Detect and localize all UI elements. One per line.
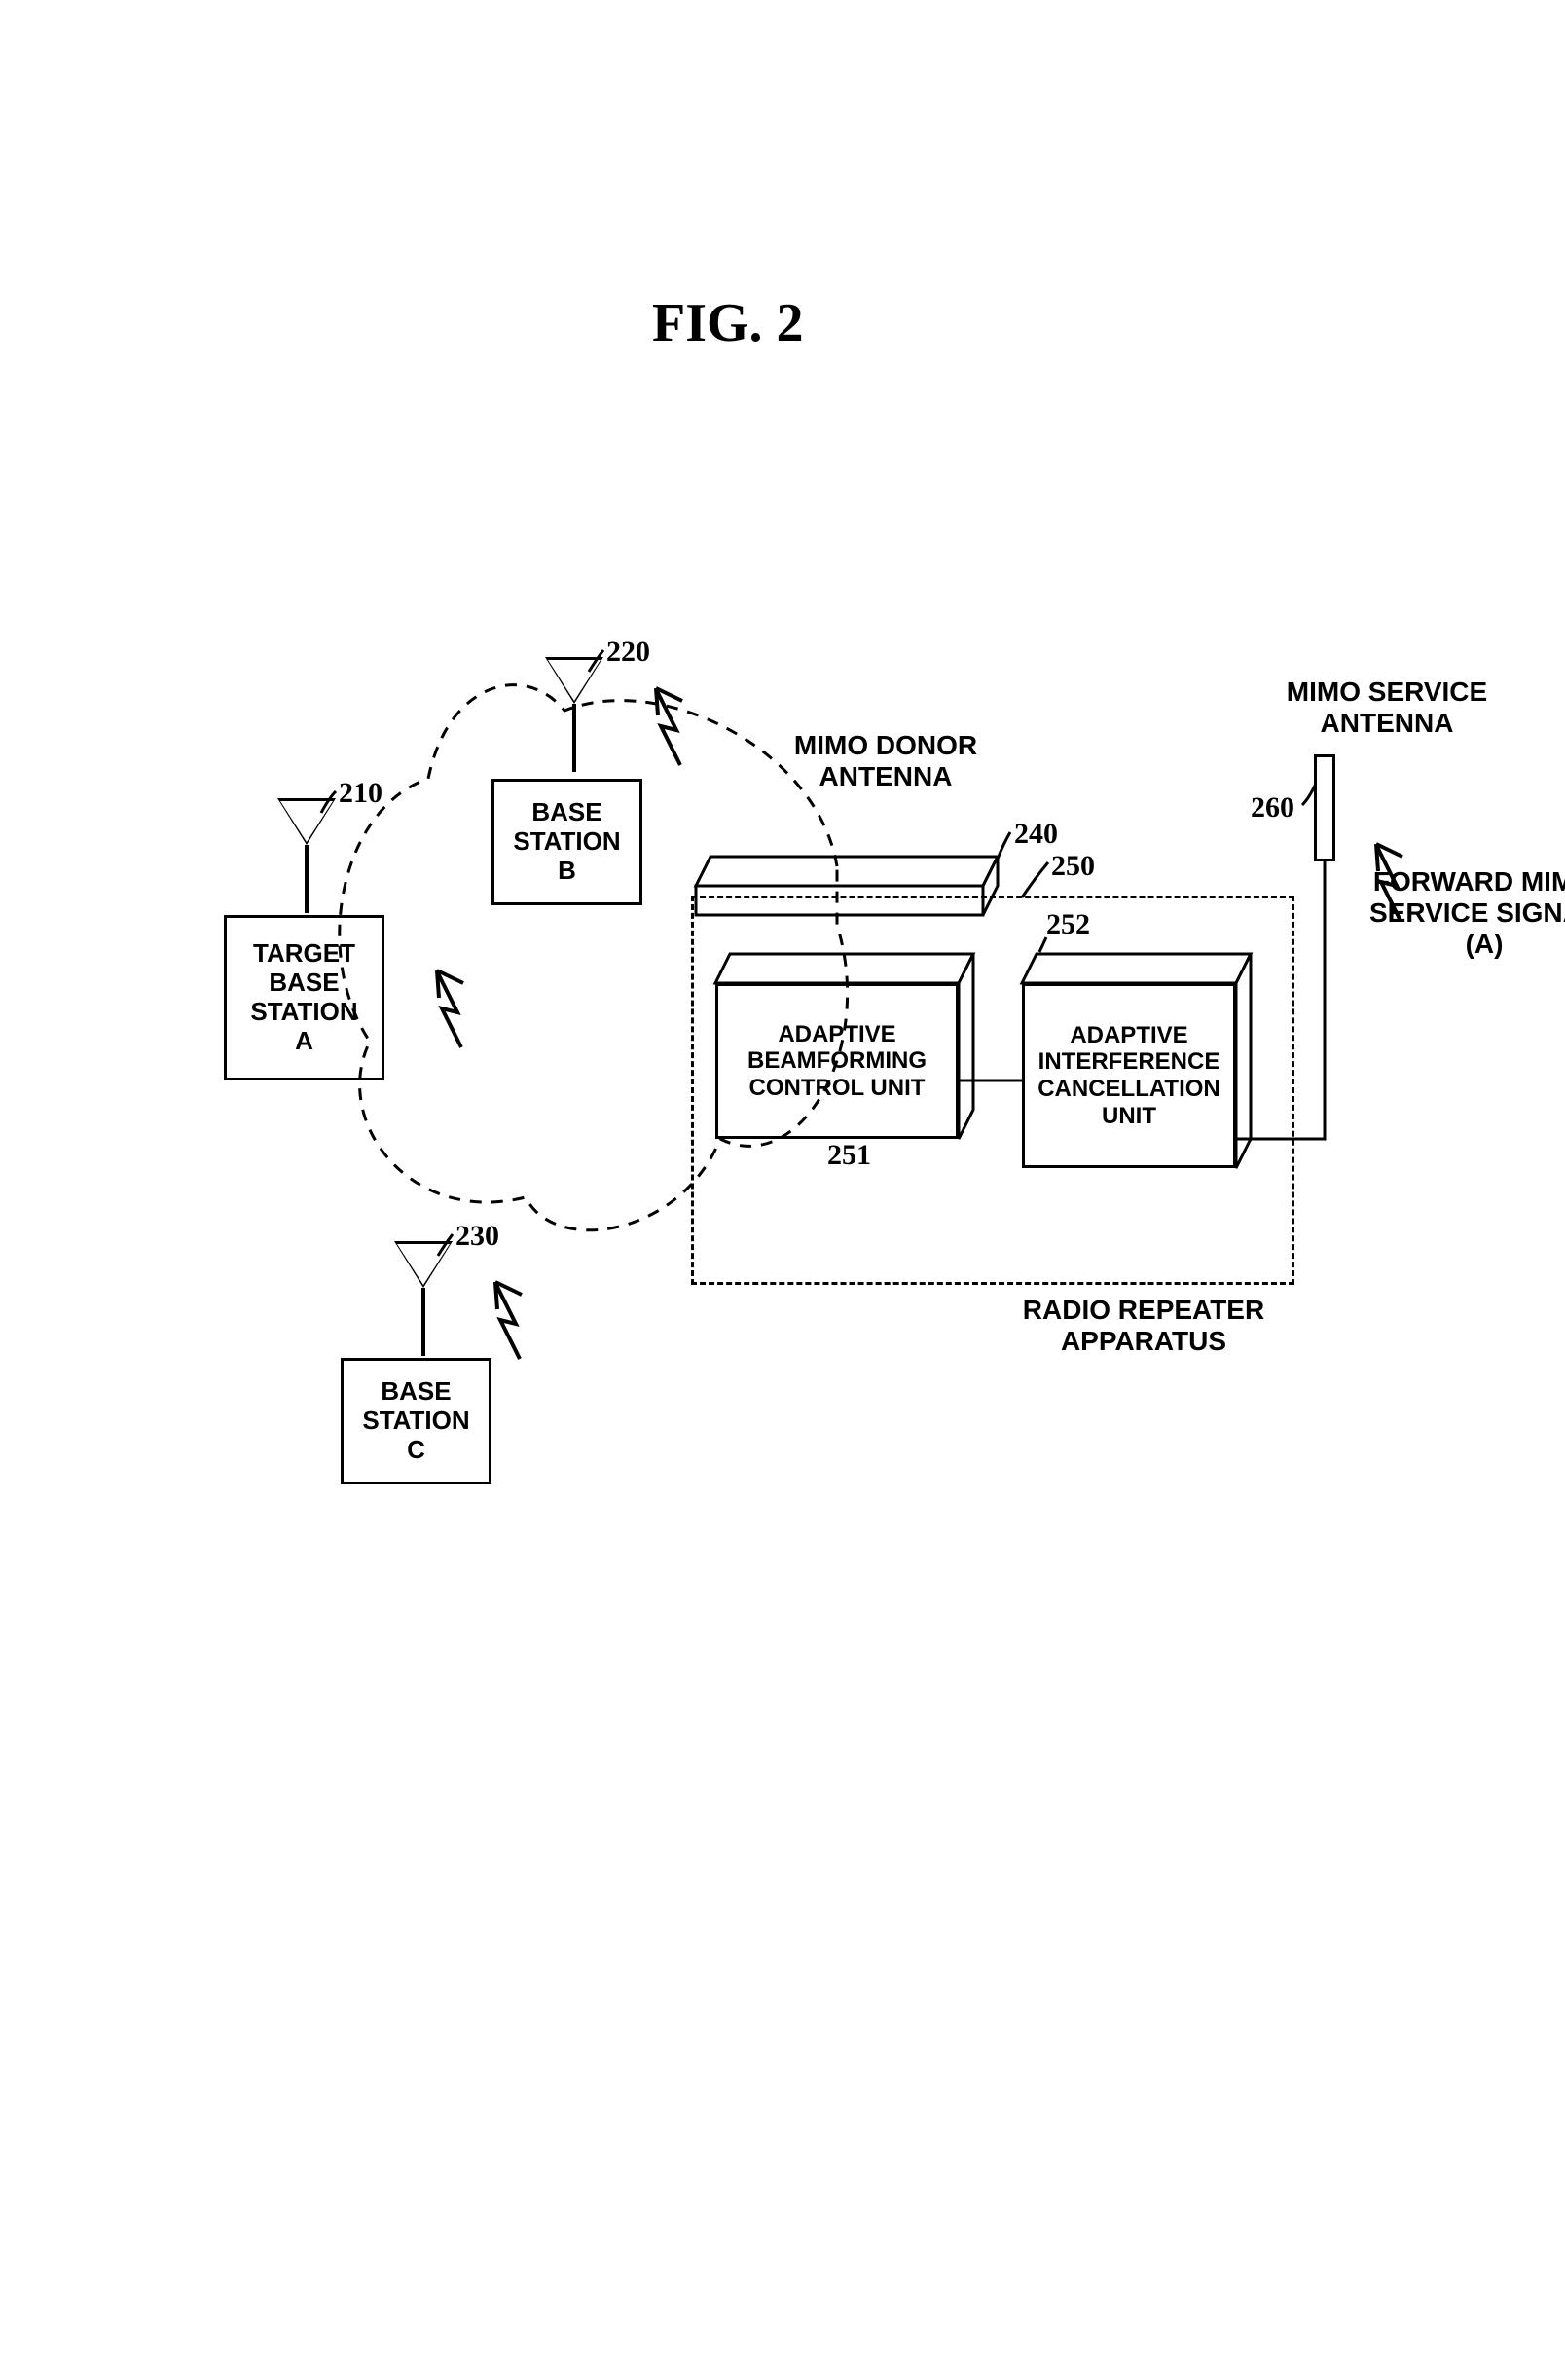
figure-title: FIG. 2 bbox=[652, 292, 804, 354]
block-line: INTERFERENCE bbox=[1038, 1048, 1220, 1076]
block-line: BEAMFORMING bbox=[747, 1047, 927, 1075]
block-bs-c: BASE STATION C bbox=[341, 1358, 491, 1484]
block-aic: ADAPTIVE INTERFERENCE CANCELLATION UNIT bbox=[1022, 983, 1236, 1168]
service-antenna bbox=[1314, 754, 1335, 861]
ref-240: 240 bbox=[1014, 818, 1058, 851]
block-line: B bbox=[558, 857, 576, 886]
ref-210: 210 bbox=[339, 777, 382, 810]
block-line: BASE bbox=[381, 1377, 451, 1407]
ref-260: 260 bbox=[1251, 791, 1294, 824]
block-line: STATION bbox=[362, 1407, 469, 1436]
block-line: ADAPTIVE bbox=[778, 1021, 895, 1048]
label-forward-signal: FORWARD MIMO SERVICE SIGNAL (A) bbox=[1363, 866, 1565, 961]
ref-220: 220 bbox=[606, 636, 650, 669]
block-line: BASE bbox=[531, 798, 601, 827]
label-mimo-donor: MIMO DONOR ANTENNA bbox=[740, 730, 1032, 792]
label-radio-repeater: RADIO REPEATER APPARATUS bbox=[949, 1295, 1338, 1357]
block-line: STATION bbox=[250, 998, 357, 1027]
block-line: C bbox=[407, 1436, 425, 1465]
block-line: TARGET bbox=[253, 939, 355, 969]
block-line: CANCELLATION bbox=[1037, 1076, 1220, 1103]
label-mimo-service: MIMO SERVICE ANTENNA bbox=[1280, 677, 1494, 739]
block-bs-b: BASE STATION B bbox=[491, 779, 642, 905]
block-line: STATION bbox=[513, 827, 620, 857]
block-line: ADAPTIVE bbox=[1070, 1022, 1187, 1049]
ref-230: 230 bbox=[455, 1220, 499, 1253]
block-line: BASE bbox=[269, 969, 339, 998]
block-target-bs-a: TARGET BASE STATION A bbox=[224, 915, 384, 1080]
block-line: UNIT bbox=[1102, 1103, 1156, 1130]
antenna-220 bbox=[545, 657, 603, 772]
block-abf: ADAPTIVE BEAMFORMING CONTROL UNIT bbox=[715, 983, 959, 1139]
ref-250: 250 bbox=[1051, 850, 1095, 883]
antenna-230 bbox=[394, 1241, 453, 1356]
block-line: A bbox=[295, 1027, 313, 1056]
figure-container: FIG. 2 210 220 230 240 250 251 252 260 T… bbox=[117, 292, 1479, 2044]
block-line: CONTROL UNIT bbox=[749, 1075, 926, 1102]
antenna-210 bbox=[277, 798, 336, 913]
